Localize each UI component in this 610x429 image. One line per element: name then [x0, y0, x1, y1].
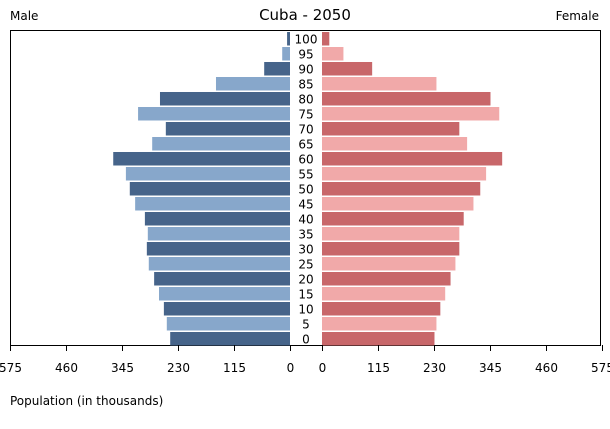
age-label-0: 0: [302, 333, 310, 347]
age-label-75: 75: [298, 108, 313, 122]
left-tick-label: 0: [287, 361, 295, 375]
plot-frame: [10, 30, 601, 346]
left-tick-label: 115: [223, 361, 246, 375]
female-bar-age-55: [322, 167, 487, 181]
female-bar-age-15: [322, 287, 446, 301]
female-bar-age-25: [322, 257, 456, 271]
age-label-65: 65: [298, 138, 313, 152]
age-label-60: 60: [298, 153, 313, 167]
male-bar-age-0: [170, 332, 290, 346]
age-label-55: 55: [298, 168, 313, 182]
age-label-80: 80: [298, 93, 313, 107]
male-bar-age-35: [147, 227, 290, 241]
male-bar-age-40: [144, 212, 290, 226]
x-axis-label: Population (in thousands): [10, 394, 163, 408]
female-bar-age-70: [322, 122, 460, 136]
male-bar-age-80: [159, 92, 290, 106]
female-bar-age-50: [322, 182, 481, 196]
right-tick-label: 345: [479, 361, 502, 375]
right-tick-label: 115: [367, 361, 390, 375]
female-bar-age-75: [322, 107, 500, 121]
female-bar-age-80: [322, 92, 491, 106]
female-bar-age-65: [322, 137, 468, 151]
female-bar-age-45: [322, 197, 474, 211]
female-bar-age-40: [322, 212, 464, 226]
age-label-10: 10: [298, 303, 313, 317]
male-bar-age-85: [215, 77, 290, 91]
right-tick-label: 0: [319, 361, 327, 375]
right-tick-label: 460: [535, 361, 558, 375]
age-label-40: 40: [298, 213, 313, 227]
age-label-20: 20: [298, 273, 313, 287]
age-label-85: 85: [298, 78, 313, 92]
male-bar-age-65: [152, 137, 290, 151]
chart-title: Cuba - 2050: [259, 6, 351, 24]
left-tick-label: 345: [111, 361, 134, 375]
age-label-15: 15: [298, 288, 313, 302]
male-bar-age-10: [163, 302, 290, 316]
male-bar-age-55: [125, 167, 290, 181]
right-tick-label: 230: [423, 361, 446, 375]
male-label: Male: [10, 9, 38, 23]
age-label-25: 25: [298, 258, 313, 272]
age-label-90: 90: [298, 63, 313, 77]
age-label-5: 5: [302, 318, 310, 332]
male-bar-age-70: [165, 122, 290, 136]
age-label-70: 70: [298, 123, 313, 137]
age-label-95: 95: [298, 48, 313, 62]
male-bar-age-20: [154, 272, 290, 286]
age-label-50: 50: [298, 183, 313, 197]
right-tick-label: 575: [591, 361, 610, 375]
male-bar-age-60: [113, 152, 291, 166]
female-bar-age-30: [322, 242, 460, 256]
female-label: Female: [556, 9, 599, 23]
male-bar-age-25: [148, 257, 290, 271]
female-bar-age-35: [322, 227, 460, 241]
female-bar-age-10: [322, 302, 441, 316]
left-tick-label: 230: [167, 361, 190, 375]
age-label-35: 35: [298, 228, 313, 242]
female-bar-age-60: [322, 152, 503, 166]
male-bar-age-95: [282, 47, 290, 61]
female-bar-age-20: [322, 272, 451, 286]
female-bar-age-85: [322, 77, 437, 91]
left-tick-label: 460: [55, 361, 78, 375]
age-label-100: 100: [295, 33, 318, 47]
male-bar-age-90: [264, 62, 290, 76]
male-bar-age-100: [287, 32, 290, 46]
female-bar-age-90: [322, 62, 373, 76]
male-bar-age-75: [138, 107, 290, 121]
age-label-45: 45: [298, 198, 313, 212]
male-bar-age-30: [146, 242, 290, 256]
male-bar-age-45: [135, 197, 290, 211]
male-bar-age-5: [166, 317, 290, 331]
age-label-30: 30: [298, 243, 313, 257]
female-bar-age-95: [322, 47, 344, 61]
male-bar-age-50: [129, 182, 290, 196]
female-bar-age-0: [322, 332, 435, 346]
female-bar-age-100: [322, 32, 330, 46]
male-bar-age-15: [159, 287, 290, 301]
left-tick-label: 575: [0, 361, 22, 375]
female-bar-age-5: [322, 317, 437, 331]
